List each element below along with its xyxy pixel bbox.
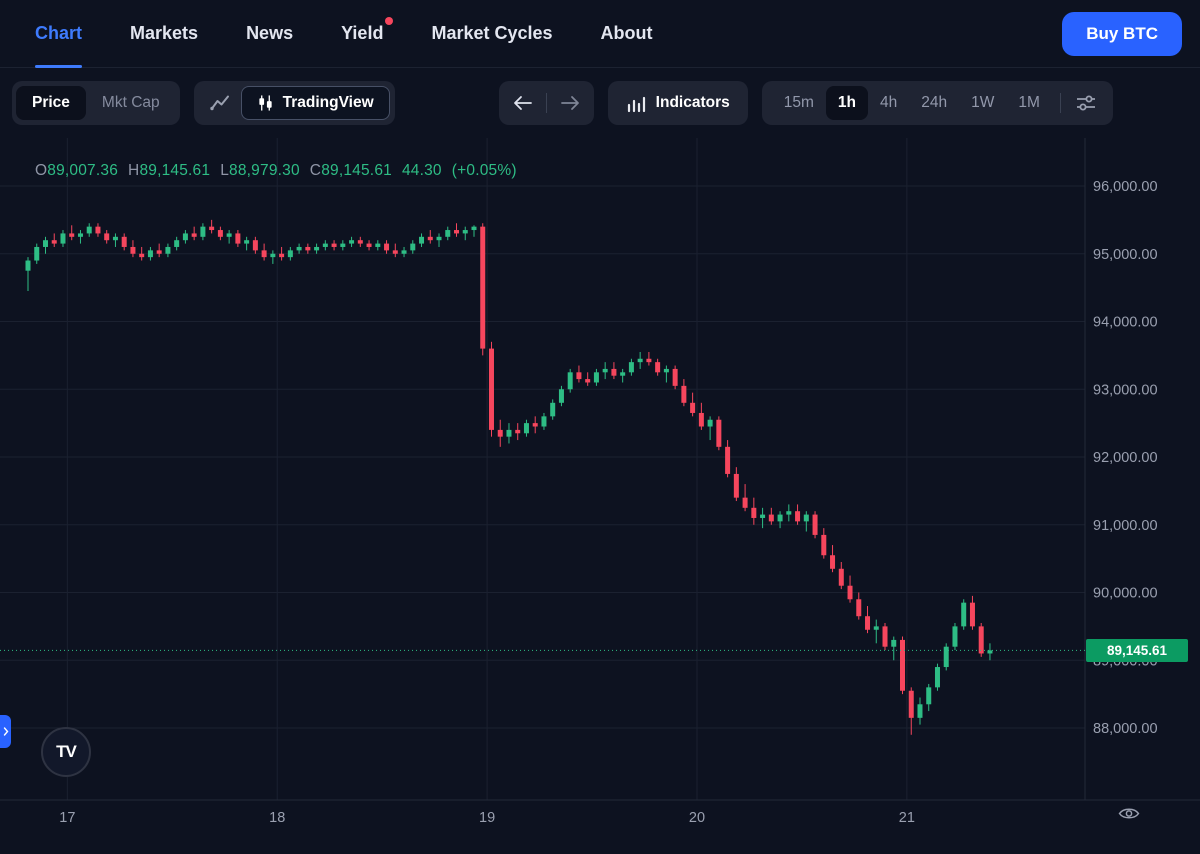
current-price-badge: 89,145.61 bbox=[1086, 638, 1188, 662]
notification-dot bbox=[385, 17, 394, 25]
chevron-right-icon bbox=[3, 727, 8, 736]
svg-text:95,000.00: 95,000.00 bbox=[1093, 247, 1158, 263]
arrow-right-button[interactable] bbox=[560, 95, 580, 111]
nav-tab-about[interactable]: About bbox=[601, 0, 653, 67]
current-price-label: 89,145.61 bbox=[1106, 642, 1168, 658]
mktcap-toggle-button[interactable]: Mkt Cap bbox=[101, 94, 160, 111]
timeframe-selector: 15m 1h 4h 24h 1W 1M bbox=[761, 81, 1113, 125]
nav-tab-label: Market Cycles bbox=[431, 23, 553, 43]
svg-text:96,000.00: 96,000.00 bbox=[1093, 179, 1158, 195]
main-nav: Chart Markets News Yield Market Cycles A… bbox=[35, 0, 1062, 68]
chart-nav-arrows bbox=[498, 81, 594, 125]
chart-toolbar: Price Mkt Cap TradingView bbox=[0, 68, 1200, 138]
svg-text:92,000.00: 92,000.00 bbox=[1093, 450, 1158, 466]
tradingview-mode-button[interactable]: TradingView bbox=[240, 86, 390, 120]
timeframe-1w[interactable]: 1W bbox=[971, 94, 995, 111]
ohlc-change-percent: (+0.05%) bbox=[451, 162, 517, 179]
svg-text:88,000.00: 88,000.00 bbox=[1093, 721, 1158, 737]
ohlc-high-label: H bbox=[128, 162, 140, 179]
indicators-label: Indicators bbox=[655, 94, 730, 111]
nav-tab-label: Chart bbox=[35, 23, 83, 43]
chart-panel: 96,000.00 95,000.00 94,000.00 93,000.00 92,0… bbox=[0, 138, 1200, 854]
timeframe-4h[interactable]: 4h bbox=[880, 94, 898, 111]
timeframe-1h[interactable]: 1h bbox=[825, 86, 868, 120]
svg-text:19: 19 bbox=[479, 810, 495, 826]
nav-tab-news[interactable]: News bbox=[246, 0, 293, 67]
ohlc-open-value: 89,007.36 bbox=[47, 162, 119, 179]
svg-text:17: 17 bbox=[59, 810, 75, 826]
timeframe-15m[interactable]: 15m bbox=[783, 94, 814, 111]
candlestick-icon bbox=[257, 94, 274, 112]
ohlc-change-value: 44.30 bbox=[401, 162, 442, 179]
nav-tab-label: Yield bbox=[341, 23, 384, 43]
ohlc-close-label: C bbox=[309, 162, 322, 179]
timeframe-24h[interactable]: 24h bbox=[921, 94, 948, 111]
svg-text:94,000.00: 94,000.00 bbox=[1093, 315, 1158, 331]
nav-tab-label: News bbox=[246, 23, 294, 43]
indicators-icon bbox=[626, 94, 646, 113]
tradingview-logo[interactable]: TV bbox=[41, 727, 91, 777]
sliders-settings-icon[interactable] bbox=[1069, 94, 1103, 112]
arrows-divider bbox=[545, 93, 547, 113]
nav-tab-market-cycles[interactable]: Market Cycles bbox=[431, 0, 552, 67]
svg-text:91,000.00: 91,000.00 bbox=[1093, 518, 1158, 534]
nav-tab-label: About bbox=[600, 23, 653, 43]
nav-tab-yield[interactable]: Yield bbox=[341, 0, 394, 67]
svg-text:18: 18 bbox=[269, 810, 285, 826]
svg-text:20: 20 bbox=[689, 810, 705, 826]
ohlc-high-value: 89,145.61 bbox=[139, 162, 211, 179]
eye-icon[interactable] bbox=[1118, 806, 1140, 826]
svg-text:21: 21 bbox=[899, 810, 915, 826]
timeframe-1m[interactable]: 1M bbox=[1018, 94, 1040, 111]
ohlc-readout: O89,007.36 H89,145.61 L88,979.30 C89,145… bbox=[35, 162, 517, 180]
tradingview-label: TradingView bbox=[282, 94, 374, 111]
ohlc-low-label: L bbox=[220, 162, 230, 179]
timeframe-divider bbox=[1059, 93, 1061, 113]
svg-text:90,000.00: 90,000.00 bbox=[1093, 586, 1158, 602]
nav-tab-chart[interactable]: Chart bbox=[35, 0, 83, 68]
tradingview-logo-mark: TV bbox=[56, 742, 77, 761]
left-panel-toggle[interactable] bbox=[0, 715, 11, 748]
ohlc-open-label: O bbox=[35, 162, 48, 179]
buy-btc-button[interactable]: Buy BTC bbox=[1062, 11, 1182, 56]
price-mktcap-toggle: Price Mkt Cap bbox=[12, 81, 180, 125]
chart-type-toggle: TradingView bbox=[193, 81, 395, 125]
top-nav: Chart Markets News Yield Market Cycles A… bbox=[0, 0, 1200, 68]
ohlc-low-value: 88,979.30 bbox=[229, 162, 300, 179]
nav-tab-markets[interactable]: Markets bbox=[130, 0, 198, 67]
line-chart-icon[interactable] bbox=[199, 92, 241, 114]
candlestick-chart[interactable]: 96,000.00 95,000.00 94,000.00 93,000.00 92,0… bbox=[0, 138, 1200, 854]
arrow-left-button[interactable] bbox=[513, 95, 533, 111]
indicators-button[interactable]: Indicators bbox=[607, 81, 748, 125]
ohlc-close-value: 89,145.61 bbox=[321, 162, 392, 179]
svg-text:93,000.00: 93,000.00 bbox=[1093, 382, 1158, 398]
nav-tab-label: Markets bbox=[130, 23, 199, 43]
price-toggle-button[interactable]: Price bbox=[16, 86, 86, 120]
